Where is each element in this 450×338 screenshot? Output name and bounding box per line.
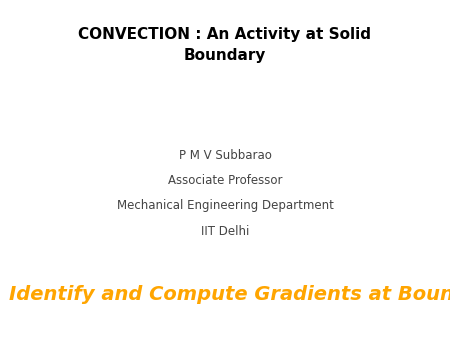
Text: CONVECTION : An Activity at Solid
Boundary: CONVECTION : An Activity at Solid Bounda… (78, 27, 372, 63)
Text: Identify and Compute Gradients at Boun: Identify and Compute Gradients at Boun (9, 285, 450, 304)
Text: IIT Delhi: IIT Delhi (201, 225, 249, 238)
Text: Associate Professor: Associate Professor (168, 174, 282, 187)
Text: P M V Subbarao: P M V Subbarao (179, 149, 271, 162)
Text: Mechanical Engineering Department: Mechanical Engineering Department (117, 199, 333, 212)
